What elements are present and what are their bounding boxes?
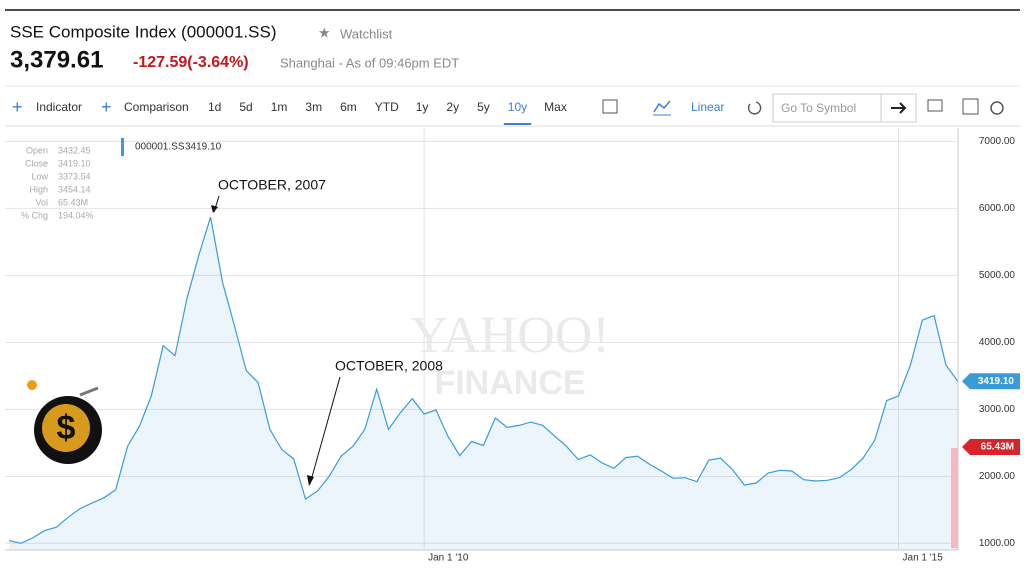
info-value: 3373.54: [58, 171, 91, 181]
scale[interactable]: Linear: [691, 100, 724, 114]
y-tick-label: 2000.00: [979, 471, 1016, 482]
annotation: OCTOBER, 2008: [335, 358, 443, 374]
last-flag: [962, 373, 1020, 390]
y-tick-label: 5000.00: [979, 270, 1016, 281]
chart-type-icon[interactable]: [653, 100, 671, 113]
range-button[interactable]: 1m: [271, 100, 288, 114]
info-label: High: [29, 184, 48, 194]
info-label: Close: [25, 158, 48, 168]
y-tick-label: 3000.00: [979, 404, 1016, 415]
range-button[interactable]: Max: [544, 100, 567, 114]
info-value: 194.04%: [58, 210, 94, 220]
star[interactable]: ★: [318, 25, 331, 41]
range-button[interactable]: 5d: [239, 100, 252, 114]
range-button[interactable]: 6m: [340, 100, 357, 114]
print-icon[interactable]: [927, 99, 943, 112]
info-label: % Chg: [21, 210, 48, 220]
info-value: 65.43M: [58, 197, 88, 207]
info-value: 3419.10: [58, 158, 91, 168]
volume-flag: [962, 439, 1020, 455]
x-tick-label: Jan 1 '15: [903, 553, 944, 564]
popout-icon[interactable]: [962, 98, 979, 115]
range-button[interactable]: 10y: [508, 100, 527, 114]
plus[interactable]: +: [101, 97, 112, 117]
undo-icon[interactable]: [747, 101, 762, 115]
arrow-icon: [891, 102, 907, 114]
y-tick-label: 7000.00: [979, 136, 1016, 147]
range-button[interactable]: 1d: [208, 100, 221, 114]
y-tick-label: 6000.00: [979, 203, 1016, 214]
annotation-arrow: [309, 376, 341, 485]
area: [9, 217, 958, 550]
fuse: [79, 386, 99, 397]
legend-name: 000001.SS: [135, 142, 185, 153]
range-button[interactable]: 5y: [477, 100, 490, 114]
watermark: FINANCE: [434, 364, 585, 402]
range-button[interactable]: YTD: [375, 100, 399, 114]
watchlist[interactable]: Watchlist: [340, 26, 393, 41]
calendar-icon[interactable]: [602, 99, 618, 114]
info-label: Low: [31, 171, 48, 181]
dollar: $: [57, 409, 76, 447]
status: Shanghai - As of 09:46pm EDT: [280, 55, 459, 70]
info-value: 3432.45: [58, 145, 91, 155]
info-label: Vol: [35, 197, 48, 207]
info-value: 3454.14: [58, 184, 91, 194]
settings-icon[interactable]: [990, 101, 1004, 115]
coin: [42, 404, 90, 452]
volume-label: 65.43M: [981, 442, 1014, 453]
change: -127.59(-3.64%): [133, 54, 249, 71]
annotation: OCTOBER, 2007: [218, 177, 326, 193]
symbol-input[interactable]: [772, 93, 882, 123]
legend-value: 3419.10: [185, 142, 222, 153]
arrow-head: [211, 205, 218, 213]
line: [8, 216, 959, 544]
legend-marker: [121, 138, 124, 156]
range-button[interactable]: 3m: [305, 100, 322, 114]
title: SSE Composite Index (000001.SS): [10, 22, 276, 41]
watermark: YAHOO!: [410, 307, 609, 364]
last-label: 3419.10: [978, 376, 1015, 387]
y-tick-label: 1000.00: [979, 538, 1016, 549]
indicator[interactable]: Indicator: [36, 100, 82, 114]
range-button[interactable]: 2y: [446, 100, 459, 114]
range-button[interactable]: 1y: [416, 100, 429, 114]
plus[interactable]: +: [12, 97, 23, 117]
x-tick-label: Jan 1 '10: [428, 553, 469, 564]
comparison[interactable]: Comparison: [124, 100, 189, 114]
price: 3,379.61: [10, 46, 103, 73]
spark: [27, 380, 37, 390]
bomb-icon: $: [27, 380, 102, 464]
volume-bar: [951, 448, 958, 548]
symbol-placeholder: Go To Symbol: [781, 101, 856, 115]
y-tick-label: 4000.00: [979, 337, 1016, 348]
arrow-head: [307, 475, 314, 486]
info-label: Open: [26, 145, 48, 155]
